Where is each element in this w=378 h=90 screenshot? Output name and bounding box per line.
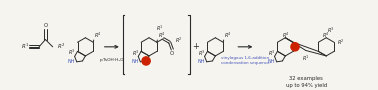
Text: $R^1$: $R^1$ xyxy=(21,42,29,51)
Text: $R^3$: $R^3$ xyxy=(198,49,206,58)
Text: $R^3$: $R^3$ xyxy=(68,48,76,57)
Circle shape xyxy=(291,43,299,51)
Text: O: O xyxy=(43,23,48,28)
Text: $R^1$: $R^1$ xyxy=(156,24,163,33)
Text: +: + xyxy=(192,42,199,51)
Text: NH: NH xyxy=(67,59,75,64)
Text: $R^4$: $R^4$ xyxy=(322,30,330,40)
Text: $R^1$: $R^1$ xyxy=(302,54,310,63)
Text: 32 examples
up to 94% yield: 32 examples up to 94% yield xyxy=(286,76,327,87)
Text: NH: NH xyxy=(131,59,139,64)
Text: $R^4$: $R^4$ xyxy=(224,30,232,40)
Text: $R^4$: $R^4$ xyxy=(158,30,166,40)
Text: $R^3$: $R^3$ xyxy=(327,26,335,35)
Text: $R^2$: $R^2$ xyxy=(337,38,344,47)
Circle shape xyxy=(142,57,150,65)
Text: $R^4$: $R^4$ xyxy=(94,30,102,40)
Text: $R^3$: $R^3$ xyxy=(268,49,276,58)
Text: $R^4$: $R^4$ xyxy=(282,30,290,40)
Text: $R^3$: $R^3$ xyxy=(132,49,139,58)
Text: $R^2$: $R^2$ xyxy=(57,42,65,51)
Text: O: O xyxy=(170,51,175,56)
Text: NH: NH xyxy=(267,59,275,64)
Text: p-TsOH·H₂O: p-TsOH·H₂O xyxy=(99,58,124,62)
Text: $R^2$: $R^2$ xyxy=(175,36,183,45)
Text: NH: NH xyxy=(197,59,205,64)
Text: vinylogous 1,6-addition
condensation sequence: vinylogous 1,6-addition condensation seq… xyxy=(221,56,270,65)
